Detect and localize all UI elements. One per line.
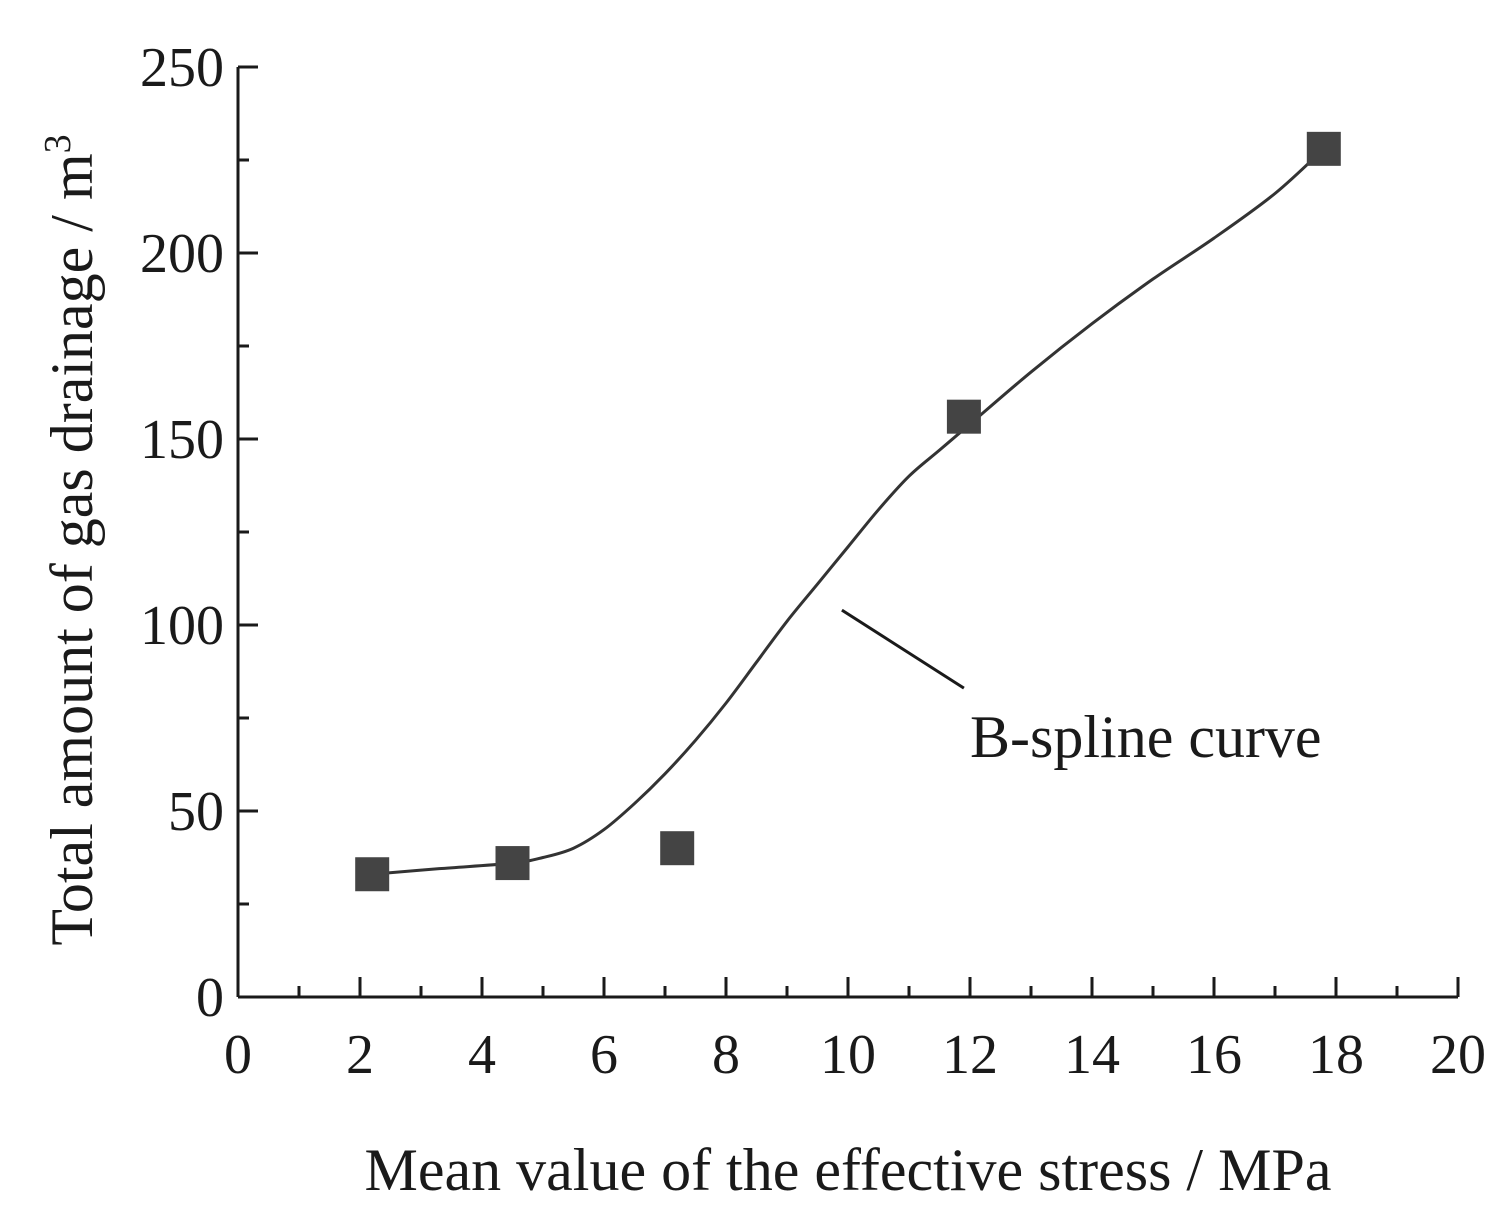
x-tick-label: 4 bbox=[468, 1024, 496, 1086]
y-axis-title: Total amount of gas drainage / m3 bbox=[37, 134, 105, 945]
x-tick-label: 20 bbox=[1430, 1024, 1486, 1086]
x-tick-label: 2 bbox=[346, 1024, 374, 1086]
x-tick-label: 16 bbox=[1186, 1024, 1242, 1086]
x-tick-label: 6 bbox=[590, 1024, 618, 1086]
x-tick-label: 18 bbox=[1308, 1024, 1364, 1086]
x-tick-label: 12 bbox=[942, 1024, 998, 1086]
y-tick-label: 100 bbox=[140, 595, 224, 657]
data-point-square bbox=[1306, 131, 1341, 166]
x-tick-label: 14 bbox=[1064, 1024, 1120, 1086]
data-point-square bbox=[660, 831, 695, 866]
x-tick-label: 0 bbox=[224, 1024, 252, 1086]
y-tick-label: 0 bbox=[196, 967, 224, 1029]
data-point-square bbox=[946, 399, 981, 434]
points-layer bbox=[355, 131, 1341, 892]
x-tick-label: 10 bbox=[820, 1024, 876, 1086]
b-spline-curve bbox=[372, 147, 1325, 876]
data-point-square bbox=[495, 846, 530, 881]
y-tick-label: 50 bbox=[168, 781, 224, 843]
y-tick-label: 150 bbox=[140, 409, 224, 471]
annotation-layer: B-spline curve bbox=[841, 608, 1322, 770]
axes-layer bbox=[236, 67, 1458, 999]
y-tick-label: 250 bbox=[140, 37, 224, 99]
ticks-layer bbox=[236, 65, 1460, 999]
y-axis-title-superscript: 3 bbox=[37, 134, 79, 153]
data-point-square bbox=[355, 857, 390, 892]
y-axis-title-main: Total amount of gas drainage / m bbox=[39, 153, 105, 945]
y-tick-label: 200 bbox=[140, 223, 224, 285]
annotation-leader-line bbox=[841, 608, 965, 690]
annotation-label: B-spline curve bbox=[970, 704, 1322, 770]
x-tick-label: 8 bbox=[712, 1024, 740, 1086]
curve-layer bbox=[372, 147, 1325, 876]
x-axis-title: Mean value of the effective stress / MPa bbox=[365, 1137, 1332, 1203]
